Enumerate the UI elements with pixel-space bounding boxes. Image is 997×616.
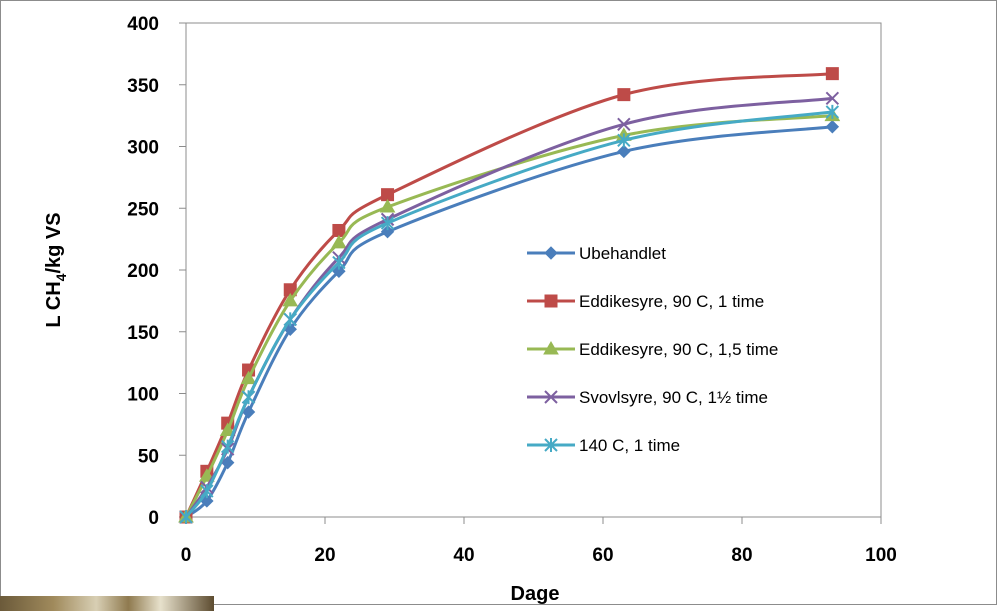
- photo-fragment: [0, 596, 214, 611]
- x-tick-label: 20: [314, 545, 335, 566]
- x-tick-label: 60: [592, 545, 613, 566]
- data-point: [331, 234, 347, 249]
- data-point: [825, 120, 840, 134]
- legend-item: Eddikesyre, 90 C, 1,5 time: [527, 340, 778, 359]
- y-tick-label: 100: [127, 385, 159, 406]
- x-tick-label: 100: [865, 545, 897, 566]
- legend-item: Ubehandlet: [527, 244, 666, 263]
- data-point: [617, 133, 631, 148]
- y-tick-label: 200: [127, 261, 159, 282]
- legend-label: Eddikesyre, 90 C, 1,5 time: [579, 340, 778, 359]
- legend-marker: [544, 438, 558, 452]
- data-point: [179, 510, 193, 524]
- y-tick-label: 0: [148, 508, 159, 529]
- legend-item: 140 C, 1 time: [527, 436, 680, 455]
- data-point: [241, 405, 256, 419]
- y-tick-label: 400: [127, 14, 159, 35]
- legend-label: Svovlsyre, 90 C, 1½ time: [579, 388, 768, 407]
- data-point: [617, 88, 631, 102]
- data-point: [332, 223, 346, 237]
- y-tick-label: 50: [138, 446, 159, 467]
- data-point: [200, 484, 214, 499]
- data-point: [380, 225, 395, 239]
- data-point: [381, 188, 395, 202]
- legend-label: 140 C, 1 time: [579, 436, 680, 455]
- x-axis-title: Dage: [511, 583, 560, 605]
- data-point: [220, 439, 235, 454]
- legend-label: Ubehandlet: [579, 244, 666, 263]
- data-point: [332, 264, 346, 278]
- data-point: [379, 199, 396, 213]
- legend-item: Svovlsyre, 90 C, 1½ time: [527, 388, 768, 407]
- x-tick-label: 80: [731, 545, 752, 566]
- legend-item: Eddikesyre, 90 C, 1 time: [527, 292, 764, 311]
- y-tick-label: 350: [127, 76, 159, 97]
- y-tick-label: 150: [127, 323, 159, 344]
- y-axis-title-tail: /kg VS: [43, 212, 65, 273]
- data-point: [825, 67, 839, 81]
- y-axis-title-subscript: 4: [53, 273, 69, 281]
- y-tick-label: 250: [127, 199, 159, 220]
- legend-marker: [544, 294, 558, 308]
- data-point: [283, 312, 297, 327]
- legend-marker: [544, 246, 558, 260]
- legend-marker: [543, 341, 559, 355]
- data-point: [282, 292, 299, 307]
- data-point: [617, 117, 631, 131]
- y-axis-title-main: L CH: [43, 281, 65, 327]
- x-tick-label: 0: [181, 545, 192, 566]
- data-point: [219, 422, 236, 437]
- data-point: [241, 390, 256, 405]
- data-point: [617, 144, 631, 159]
- legend-label: Eddikesyre, 90 C, 1 time: [579, 292, 764, 311]
- data-point: [825, 104, 840, 119]
- y-tick-label: 300: [127, 138, 159, 159]
- x-tick-label: 40: [453, 545, 474, 566]
- series-5: [179, 104, 840, 524]
- data-point: [240, 370, 257, 385]
- y-axis-title: L CH4/kg VS: [43, 212, 69, 327]
- data-point: [198, 468, 215, 482]
- data-point: [825, 91, 840, 106]
- legend-marker: [544, 390, 558, 404]
- data-point: [332, 255, 346, 270]
- data-point: [380, 216, 395, 231]
